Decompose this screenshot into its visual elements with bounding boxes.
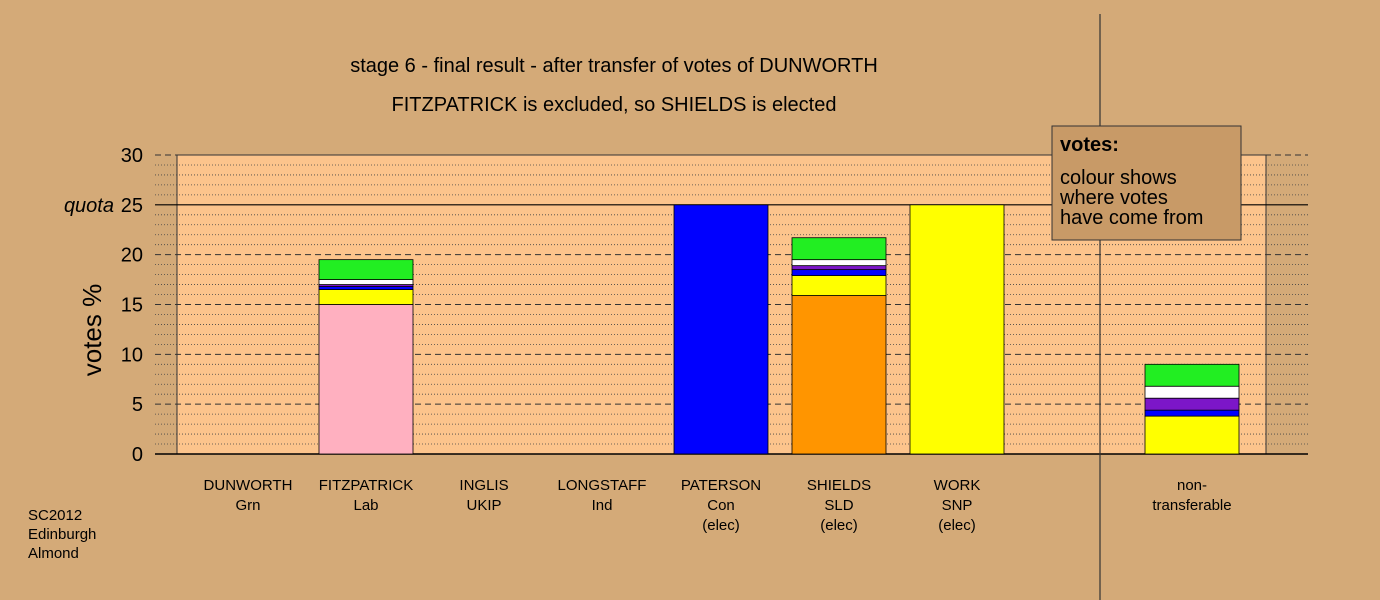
bar-segment — [791, 269, 887, 276]
legend-line-3: have come from — [1060, 207, 1203, 229]
category-label: LONGSTAFF — [558, 477, 647, 494]
category-label: SNP — [942, 497, 973, 514]
category-label: WORK — [934, 477, 981, 494]
chart-subtitle: FITZPATRICK is excluded, so SHIELDS is e… — [392, 94, 837, 116]
y-tick-label: 15 — [121, 295, 143, 317]
side-note-line-3: Almond — [28, 545, 79, 562]
y-tick-label: 30 — [121, 145, 143, 167]
side-note-line-2: Edinburgh — [28, 526, 96, 543]
category-label: (elec) — [820, 517, 858, 534]
y-tick-label: 10 — [121, 344, 143, 366]
bar-segment — [1144, 385, 1240, 399]
legend-line-1: colour shows — [1060, 167, 1177, 189]
bar-segment — [318, 304, 414, 455]
bar-segment — [1144, 363, 1240, 387]
y-tick-label: 0 — [132, 444, 143, 466]
bar-segment — [791, 259, 887, 267]
y-tick-label: 25 — [121, 195, 143, 217]
category-label: INGLIS — [459, 477, 508, 494]
bar-segment — [1144, 415, 1240, 455]
bar-segment — [318, 259, 414, 280]
y-tick-label: 5 — [132, 394, 143, 416]
bar-segment — [318, 286, 414, 290]
legend-heading: votes: — [1060, 134, 1119, 156]
category-label: transferable — [1152, 497, 1231, 514]
y-axis-label: votes % — [77, 284, 107, 377]
bar-segment — [318, 289, 414, 305]
category-label: (elec) — [938, 517, 976, 534]
side-note-line-1: SC2012 — [28, 507, 82, 524]
y-tick-label: 20 — [121, 245, 143, 267]
category-label: non- — [1177, 477, 1207, 494]
bar-segment — [791, 275, 887, 296]
bar-segment — [1144, 397, 1240, 411]
bar-segment — [318, 279, 414, 285]
bar-segment — [791, 237, 887, 261]
category-label: FITZPATRICK — [319, 477, 413, 494]
category-label: DUNWORTH — [204, 477, 293, 494]
bar-segment — [1144, 409, 1240, 417]
category-label: Ind — [592, 497, 613, 514]
bar-segment — [909, 204, 1005, 455]
bar-segment — [673, 204, 769, 455]
category-label: UKIP — [466, 497, 501, 514]
category-label: Lab — [353, 497, 378, 514]
category-label: SLD — [824, 497, 853, 514]
chart-title: stage 6 - final result - after transfer … — [350, 55, 878, 77]
legend-line-2: where votes — [1059, 187, 1168, 209]
legend-box: votes: colour shows where votes have com… — [1051, 125, 1242, 241]
bar-segment — [791, 265, 887, 271]
category-label: Grn — [235, 497, 260, 514]
quota-label: quota — [64, 195, 114, 217]
bar-segment — [791, 295, 887, 455]
category-label: PATERSON — [681, 477, 761, 494]
category-label: Con — [707, 497, 735, 514]
category-label: SHIELDS — [807, 477, 871, 494]
category-label: (elec) — [702, 517, 740, 534]
